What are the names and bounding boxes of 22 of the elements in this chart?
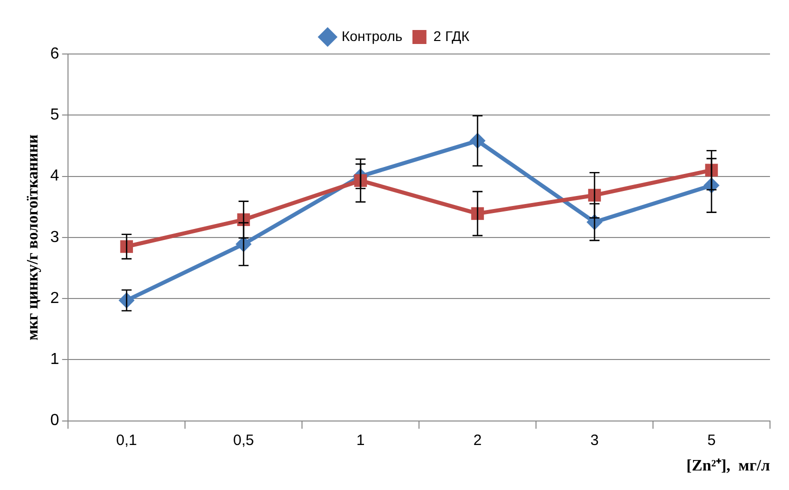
y-tick-label: 4: [50, 168, 60, 185]
x-axis-title: [Zn²⁺], мг/л: [686, 458, 770, 475]
y-tick-label: 5: [50, 106, 60, 124]
x-tick-label: 5: [707, 432, 716, 449]
y-axis-title: мкг цинку/г вологоїтканини: [24, 134, 42, 340]
point: [471, 207, 484, 220]
x-tick-label: 0,5: [233, 432, 254, 449]
y-tick-label: 2: [50, 290, 60, 307]
point: [588, 188, 601, 202]
x-tick-label: 2: [473, 432, 482, 449]
point: [705, 164, 718, 177]
y-tick-label: 0: [50, 412, 60, 430]
y-tick-label: 1: [50, 351, 60, 368]
legend-label: 2 ГДК: [433, 28, 470, 44]
y-tick-label: 6: [50, 45, 60, 62]
x-tick-label: 0,1: [116, 432, 138, 449]
y-tick-label: 3: [50, 228, 60, 246]
x-tick-label: 1: [356, 432, 365, 449]
point: [120, 240, 133, 253]
x-tick-label: 3: [590, 432, 599, 449]
point: [354, 174, 367, 187]
legend-label: Контроль: [342, 28, 402, 44]
